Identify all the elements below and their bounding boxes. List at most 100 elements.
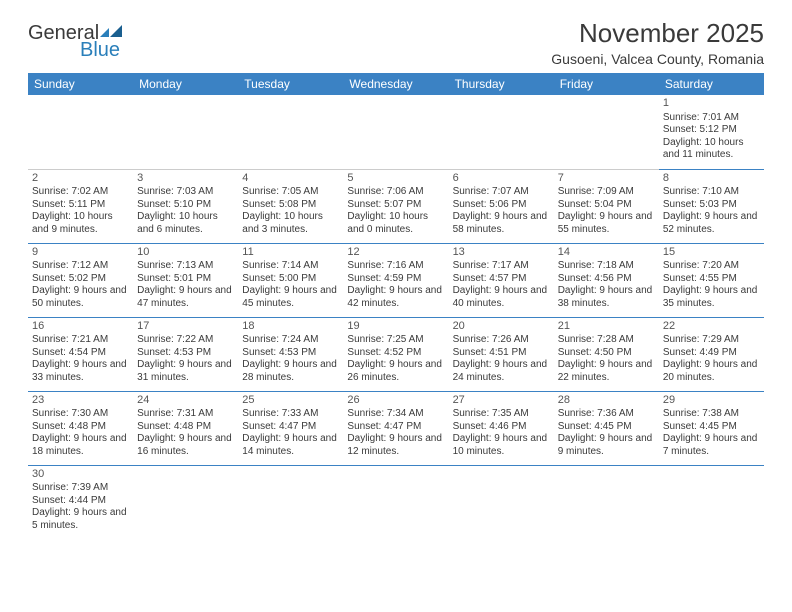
day-number: 21: [558, 320, 655, 334]
sunset-text: Sunset: 4:48 PM: [137, 421, 234, 434]
sunrise-text: Sunrise: 7:25 AM: [347, 334, 444, 347]
logo-text-blue: Blue: [80, 39, 124, 62]
day-cell: 11Sunrise: 7:14 AMSunset: 5:00 PMDayligh…: [238, 243, 343, 317]
daylight-text: Daylight: 9 hours and 31 minutes.: [137, 359, 234, 384]
daylight-text: Daylight: 9 hours and 16 minutes.: [137, 433, 234, 458]
day-cell: [238, 95, 343, 169]
day-number: 9: [32, 246, 129, 260]
day-cell: 22Sunrise: 7:29 AMSunset: 4:49 PMDayligh…: [659, 317, 764, 391]
sunrise-text: Sunrise: 7:29 AM: [663, 334, 760, 347]
weekday-thursday: Thursday: [449, 73, 554, 95]
day-number: 20: [453, 320, 550, 334]
day-number: 8: [663, 172, 760, 186]
sunrise-text: Sunrise: 7:31 AM: [137, 408, 234, 421]
day-cell: 7Sunrise: 7:09 AMSunset: 5:04 PMDaylight…: [554, 169, 659, 243]
sunset-text: Sunset: 5:12 PM: [663, 124, 760, 137]
weekday-wednesday: Wednesday: [343, 73, 448, 95]
sunrise-text: Sunrise: 7:07 AM: [453, 186, 550, 199]
day-cell: [554, 465, 659, 539]
sunset-text: Sunset: 5:02 PM: [32, 273, 129, 286]
sunrise-text: Sunrise: 7:06 AM: [347, 186, 444, 199]
sunset-text: Sunset: 4:46 PM: [453, 421, 550, 434]
sunset-text: Sunset: 4:49 PM: [663, 347, 760, 360]
day-number: 6: [453, 172, 550, 186]
daylight-text: Daylight: 9 hours and 12 minutes.: [347, 433, 444, 458]
sunrise-text: Sunrise: 7:34 AM: [347, 408, 444, 421]
sunrise-text: Sunrise: 7:30 AM: [32, 408, 129, 421]
daylight-text: Daylight: 10 hours and 11 minutes.: [663, 137, 760, 162]
day-cell: 13Sunrise: 7:17 AMSunset: 4:57 PMDayligh…: [449, 243, 554, 317]
daylight-text: Daylight: 9 hours and 50 minutes.: [32, 285, 129, 310]
day-number: 11: [242, 246, 339, 260]
daylight-text: Daylight: 9 hours and 38 minutes.: [558, 285, 655, 310]
day-number: 14: [558, 246, 655, 260]
sunset-text: Sunset: 4:53 PM: [242, 347, 339, 360]
day-number: 23: [32, 394, 129, 408]
daylight-text: Daylight: 9 hours and 42 minutes.: [347, 285, 444, 310]
title-area: November 2025 Gusoeni, Valcea County, Ro…: [551, 18, 764, 67]
day-number: 26: [347, 394, 444, 408]
sunset-text: Sunset: 4:45 PM: [663, 421, 760, 434]
day-cell: 9Sunrise: 7:12 AMSunset: 5:02 PMDaylight…: [28, 243, 133, 317]
sunset-text: Sunset: 4:57 PM: [453, 273, 550, 286]
location: Gusoeni, Valcea County, Romania: [551, 51, 764, 67]
day-number: 24: [137, 394, 234, 408]
day-cell: 19Sunrise: 7:25 AMSunset: 4:52 PMDayligh…: [343, 317, 448, 391]
daylight-text: Daylight: 9 hours and 22 minutes.: [558, 359, 655, 384]
day-cell: [449, 465, 554, 539]
daylight-text: Daylight: 9 hours and 52 minutes.: [663, 211, 760, 236]
day-cell: [343, 95, 448, 169]
day-cell: 14Sunrise: 7:18 AMSunset: 4:56 PMDayligh…: [554, 243, 659, 317]
weekday-monday: Monday: [133, 73, 238, 95]
sunset-text: Sunset: 4:48 PM: [32, 421, 129, 434]
sunset-text: Sunset: 5:11 PM: [32, 199, 129, 212]
daylight-text: Daylight: 9 hours and 33 minutes.: [32, 359, 129, 384]
weekday-friday: Friday: [554, 73, 659, 95]
day-cell: 6Sunrise: 7:07 AMSunset: 5:06 PMDaylight…: [449, 169, 554, 243]
day-number: 19: [347, 320, 444, 334]
day-cell: 17Sunrise: 7:22 AMSunset: 4:53 PMDayligh…: [133, 317, 238, 391]
day-cell: 2Sunrise: 7:02 AMSunset: 5:11 PMDaylight…: [28, 169, 133, 243]
sunrise-text: Sunrise: 7:38 AM: [663, 408, 760, 421]
sunset-text: Sunset: 4:52 PM: [347, 347, 444, 360]
weekday-sunday: Sunday: [28, 73, 133, 95]
day-cell: 12Sunrise: 7:16 AMSunset: 4:59 PMDayligh…: [343, 243, 448, 317]
sunrise-text: Sunrise: 7:20 AM: [663, 260, 760, 273]
day-cell: 26Sunrise: 7:34 AMSunset: 4:47 PMDayligh…: [343, 391, 448, 465]
sunset-text: Sunset: 4:55 PM: [663, 273, 760, 286]
day-number: 1: [663, 97, 760, 111]
day-cell: 8Sunrise: 7:10 AMSunset: 5:03 PMDaylight…: [659, 169, 764, 243]
day-number: 29: [663, 394, 760, 408]
daylight-text: Daylight: 9 hours and 35 minutes.: [663, 285, 760, 310]
sunrise-text: Sunrise: 7:12 AM: [32, 260, 129, 273]
day-number: 5: [347, 172, 444, 186]
week-row: 23Sunrise: 7:30 AMSunset: 4:48 PMDayligh…: [28, 391, 764, 465]
daylight-text: Daylight: 9 hours and 14 minutes.: [242, 433, 339, 458]
sunset-text: Sunset: 4:47 PM: [347, 421, 444, 434]
day-cell: 15Sunrise: 7:20 AMSunset: 4:55 PMDayligh…: [659, 243, 764, 317]
daylight-text: Daylight: 9 hours and 55 minutes.: [558, 211, 655, 236]
daylight-text: Daylight: 9 hours and 40 minutes.: [453, 285, 550, 310]
day-number: 12: [347, 246, 444, 260]
calendar-page: General Blue November 2025 Gusoeni, Valc…: [0, 0, 792, 557]
day-cell: 18Sunrise: 7:24 AMSunset: 4:53 PMDayligh…: [238, 317, 343, 391]
sunset-text: Sunset: 5:00 PM: [242, 273, 339, 286]
week-row: 1Sunrise: 7:01 AMSunset: 5:12 PMDaylight…: [28, 95, 764, 169]
week-row: 16Sunrise: 7:21 AMSunset: 4:54 PMDayligh…: [28, 317, 764, 391]
sunrise-text: Sunrise: 7:28 AM: [558, 334, 655, 347]
day-number: 27: [453, 394, 550, 408]
sunset-text: Sunset: 4:44 PM: [32, 495, 129, 508]
day-cell: 1Sunrise: 7:01 AMSunset: 5:12 PMDaylight…: [659, 95, 764, 169]
day-cell: 10Sunrise: 7:13 AMSunset: 5:01 PMDayligh…: [133, 243, 238, 317]
daylight-text: Daylight: 9 hours and 58 minutes.: [453, 211, 550, 236]
daylight-text: Daylight: 9 hours and 24 minutes.: [453, 359, 550, 384]
day-cell: 24Sunrise: 7:31 AMSunset: 4:48 PMDayligh…: [133, 391, 238, 465]
weekday-saturday: Saturday: [659, 73, 764, 95]
day-number: 28: [558, 394, 655, 408]
week-row: 2Sunrise: 7:02 AMSunset: 5:11 PMDaylight…: [28, 169, 764, 243]
day-number: 25: [242, 394, 339, 408]
day-cell: 16Sunrise: 7:21 AMSunset: 4:54 PMDayligh…: [28, 317, 133, 391]
daylight-text: Daylight: 9 hours and 5 minutes.: [32, 507, 129, 532]
sunrise-text: Sunrise: 7:05 AM: [242, 186, 339, 199]
sunrise-text: Sunrise: 7:03 AM: [137, 186, 234, 199]
